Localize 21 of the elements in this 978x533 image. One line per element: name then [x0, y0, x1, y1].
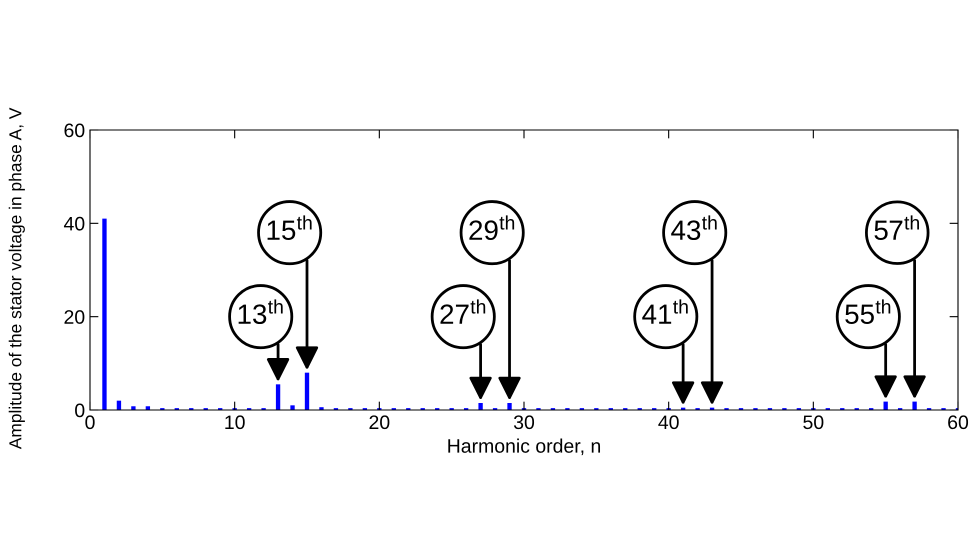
y-tick-label: 0: [75, 403, 84, 418]
x-tick-label: 30: [514, 415, 534, 430]
x-tick-label: 10: [225, 415, 245, 430]
y-tick-label: 20: [64, 310, 84, 324]
annotation: 41$^{th}$: [642, 299, 688, 324]
x-tick-label: 60: [948, 415, 968, 430]
y-tick-label: 60: [64, 123, 84, 138]
annotation: 13$^{th}$: [238, 299, 283, 324]
annotation: 43$^{th}$: [671, 215, 717, 240]
annotation: 55$^{th}$: [845, 299, 890, 324]
annotation: 27$^{th}$: [440, 299, 486, 324]
annotation: 15$^{th}$: [268, 215, 312, 240]
x-tick-label: 50: [803, 415, 824, 430]
y-tick-label: 40: [64, 216, 84, 231]
x-tick-label: 0: [85, 415, 95, 430]
x-tick-label: 40: [658, 415, 679, 430]
y-axis-title: Amplitude of the stator voltage in phase A, V: [8, 108, 25, 450]
x-axis-title: Harmonic order, n: [448, 438, 600, 456]
annotation: 57$^{th}$: [874, 215, 919, 240]
annotation: 29$^{th}$: [469, 215, 514, 240]
x-tick-label: 20: [370, 415, 390, 430]
